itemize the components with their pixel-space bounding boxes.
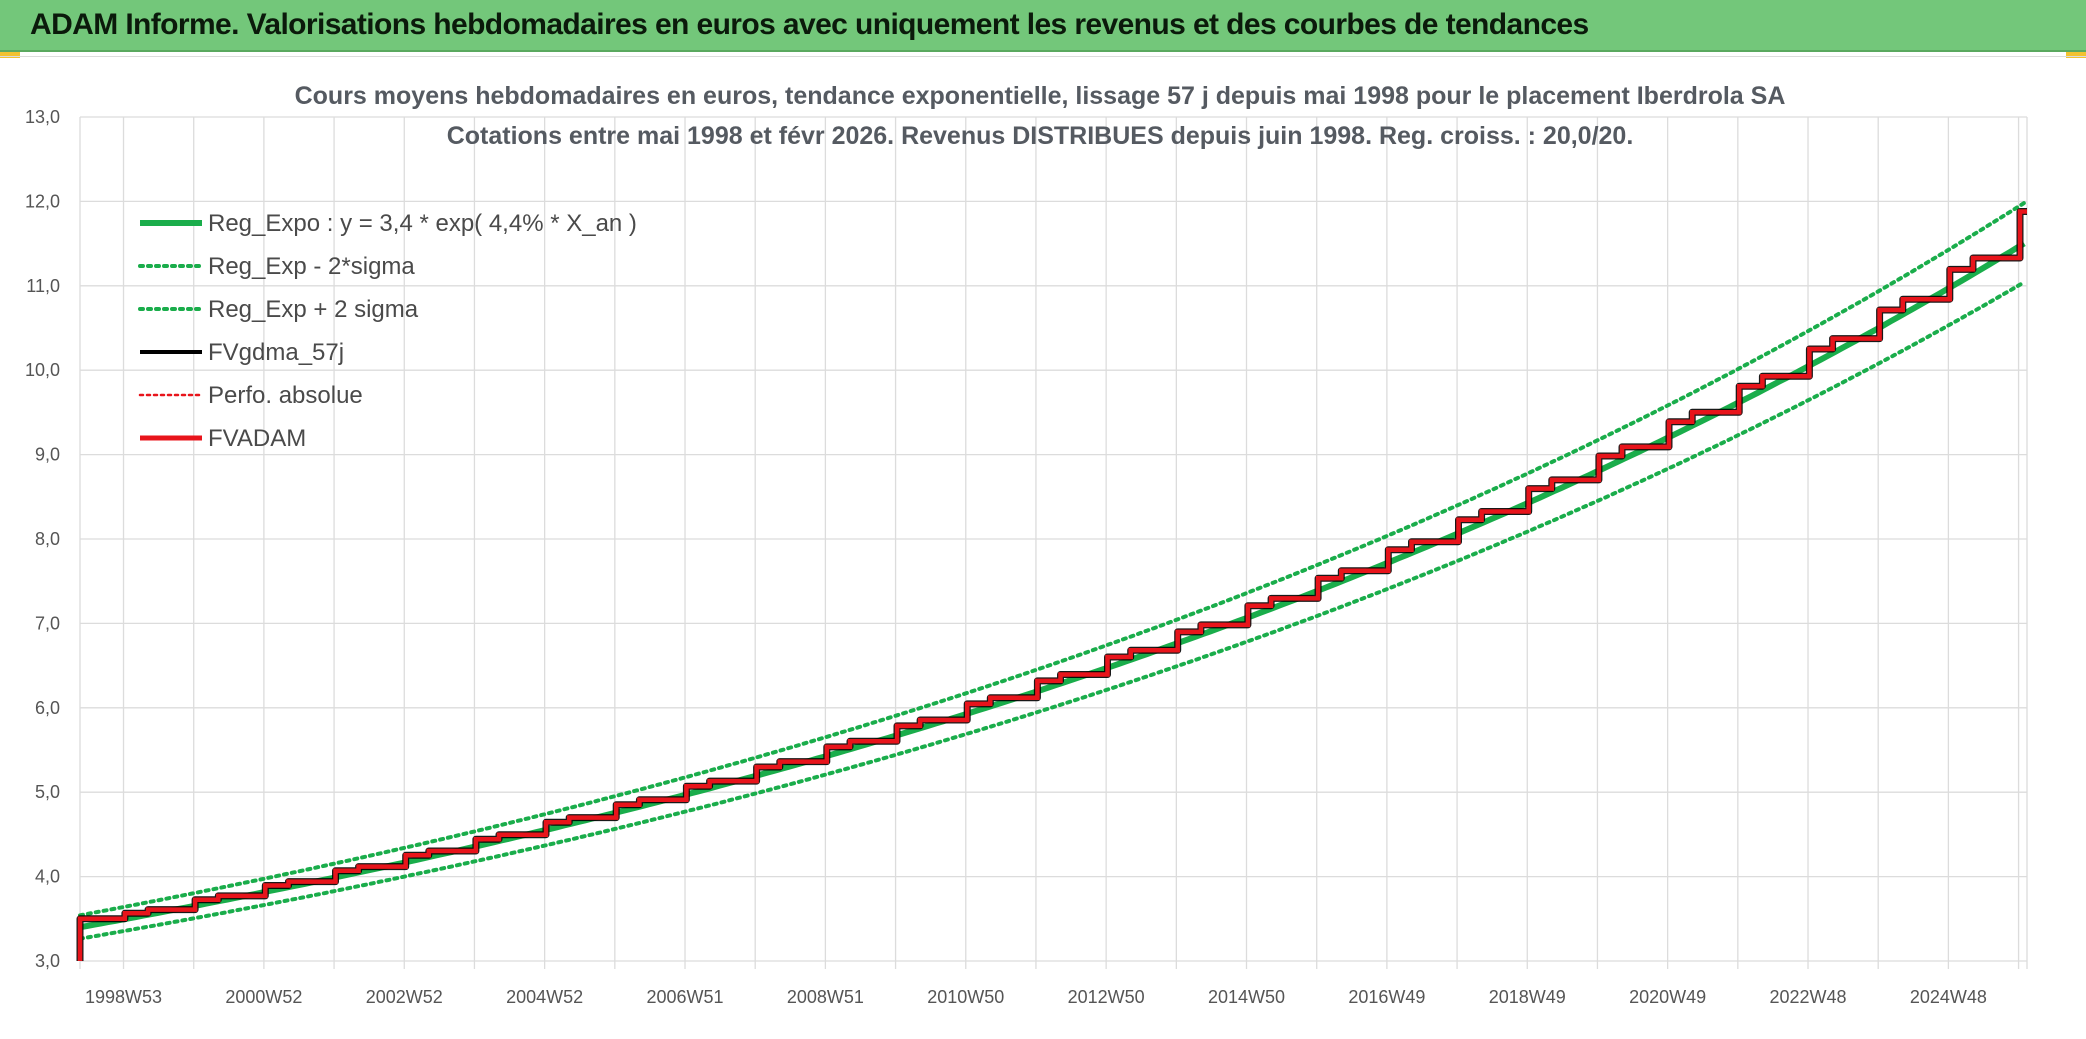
report-banner: ADAM Informe. Valorisations hebdomadaire… (0, 0, 2086, 52)
series-line-reg-expo (79, 240, 2026, 931)
x-tick-label: 2000W52 (225, 987, 302, 1007)
report-title: ADAM Informe. Valorisations hebdomadaire… (30, 8, 1589, 41)
series-line-reg-minus-2sigma (78, 280, 2027, 941)
y-tick-label: 6,0 (35, 698, 60, 718)
x-tick-label: 1998W53 (85, 987, 162, 1007)
corner-mark-right (2066, 52, 2086, 58)
chart-title-line-2: Cotations entre mai 1998 et févr 2026. R… (447, 122, 1634, 150)
grid (79, 116, 2028, 969)
y-tick-label: 8,0 (35, 529, 60, 549)
legend-label-fvadam: FVADAM (208, 425, 306, 452)
x-tick-label: 2024W48 (1910, 987, 1987, 1007)
legend-label-reg_expo: Reg_Expo : y = 3,4 * exp( 4,4% * X_an ) (208, 210, 637, 237)
x-tick-label: 2008W51 (787, 987, 864, 1007)
x-tick-label: 2020W49 (1629, 987, 1706, 1007)
x-tick-label: 2006W51 (646, 987, 723, 1007)
legend-label-reg_plus: Reg_Exp + 2 sigma (208, 296, 419, 323)
corner-mark-left (0, 52, 20, 58)
chart-title: Cours moyens hebdomadaires en euros, ten… (295, 82, 1786, 150)
x-axis: 1998W53 2000W52 2002W52 2004W52 2006W51 2008W… (85, 987, 1987, 1007)
y-tick-label: 4,0 (35, 867, 60, 887)
legend-label-fvgdma: FVgdma_57j (208, 339, 344, 366)
chart-svg: 3,0 4,0 5,0 6,0 7,0 8,0 9,0 10,0 11,0 12,0 13,0 19… (25, 82, 2028, 1007)
x-tick-label: 2022W48 (1769, 987, 1846, 1007)
y-tick-label: 12,0 (25, 191, 60, 211)
x-tick-label: 2004W52 (506, 987, 583, 1007)
y-tick-label: 7,0 (35, 613, 60, 633)
x-tick-label: 2014W50 (1208, 987, 1285, 1007)
series (76, 200, 2027, 961)
y-tick-label: 11,0 (26, 276, 60, 296)
x-tick-label: 2012W50 (1068, 987, 1145, 1007)
legend-label-perfo: Perfo. absolue (208, 382, 363, 409)
y-axis: 3,0 4,0 5,0 6,0 7,0 8,0 9,0 10,0 11,0 12,0 13,0 (25, 107, 60, 971)
y-tick-label: 10,0 (25, 360, 60, 380)
legend: Reg_Expo : y = 3,4 * exp( 4,4% * X_an ) R… (138, 210, 637, 452)
y-tick-label: 5,0 (35, 782, 60, 802)
series-line-reg-plus-2sigma (78, 200, 2027, 918)
y-tick-label: 13,0 (25, 107, 60, 127)
x-tick-label: 2010W50 (927, 987, 1004, 1007)
chart-title-line-1: Cours moyens hebdomadaires en euros, ten… (295, 82, 1786, 110)
x-tick-label: 2016W49 (1348, 987, 1425, 1007)
chart-frame: 3,0 4,0 5,0 6,0 7,0 8,0 9,0 10,0 11,0 12,0 13,0 19… (0, 56, 2086, 1039)
x-tick-label: 2002W52 (366, 987, 443, 1007)
y-tick-label: 3,0 (35, 951, 60, 971)
x-tick-label: 2018W49 (1489, 987, 1566, 1007)
series-line-fvgdma (76, 208, 2027, 961)
y-tick-label: 9,0 (35, 445, 60, 465)
series-line-fvadam (77, 209, 2027, 961)
legend-label-reg_minus: Reg_Exp - 2*sigma (208, 253, 415, 280)
